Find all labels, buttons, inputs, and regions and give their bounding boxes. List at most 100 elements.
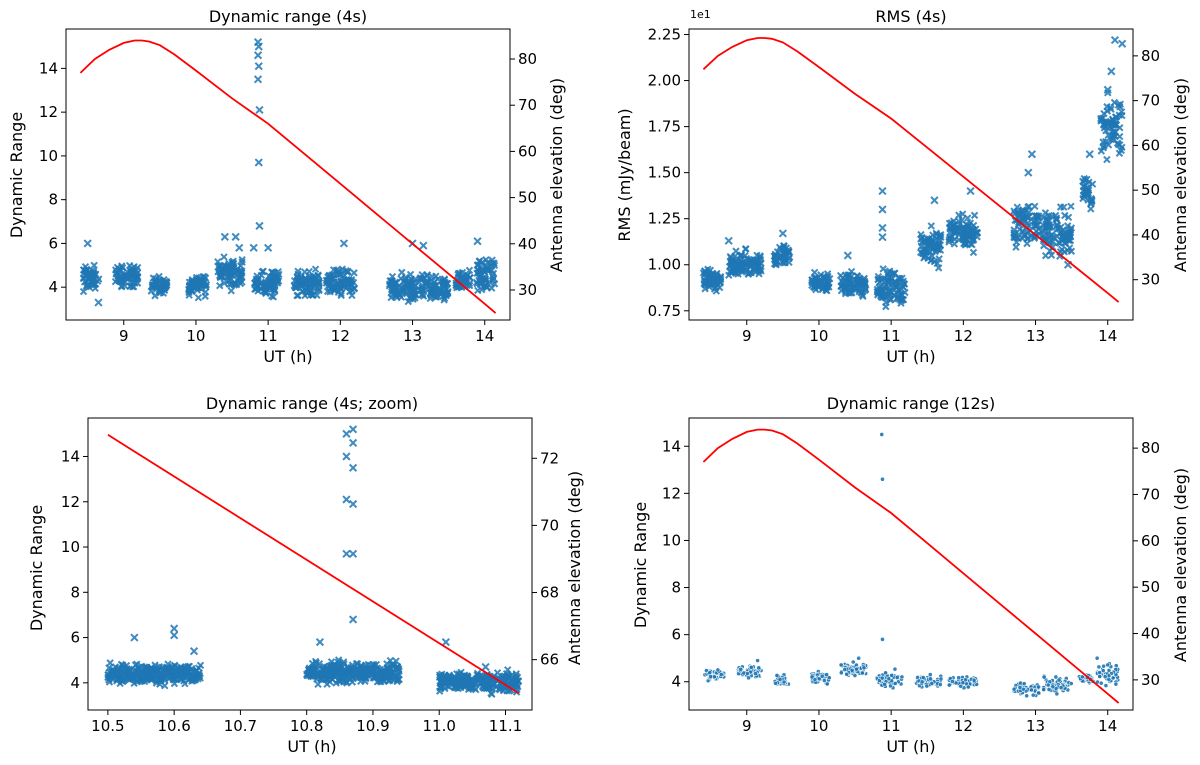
data-point [1030,692,1036,698]
data-point [878,186,887,196]
data-point [473,261,481,269]
x-tick-label: 13 [1026,327,1045,345]
x-tick-label: 11 [882,327,901,345]
data-point [917,230,925,239]
data-point [1018,207,1027,215]
data-point [772,261,780,269]
data-point [1101,663,1107,669]
data-point [1060,203,1068,211]
data-point [488,272,497,281]
x-tick-label: 9 [742,327,752,345]
data-point [950,679,955,684]
data-point [780,244,788,252]
data-point [343,279,352,287]
data-point [858,279,867,288]
x-tick-label: 14 [475,327,494,345]
data-point [935,239,943,247]
data-point [878,223,887,233]
data-point [392,657,400,665]
data-point [253,51,263,60]
data-point [348,463,358,472]
data-point [781,679,787,685]
y2-tick-label: 50 [518,189,537,207]
data-point [1018,234,1027,243]
data-point [701,285,709,293]
data-point [148,671,156,680]
data-point [418,283,426,292]
data-point [1109,136,1117,144]
data-point [303,670,311,678]
panel-4-plot: 9 10 11 12 13 14 4 6 8 10 12 14 30 40 50 60 70 80 [662,417,1160,735]
data-point [854,272,862,281]
data-point [718,672,724,677]
data-point [504,666,512,674]
data-point [1053,221,1061,230]
y2-tick-label: 72 [540,449,559,467]
data-point [348,438,358,448]
data-point [1103,683,1109,689]
data-point [710,285,719,293]
data-point [152,285,161,293]
data-point [1102,674,1108,680]
data-point [1117,108,1126,116]
data-point [751,265,759,273]
data-point [297,272,305,281]
data-point [348,291,356,300]
data-point [946,682,952,688]
data-point [170,624,179,633]
data-point [919,679,925,685]
x-tick-label: 10.5 [91,717,124,735]
data-point [746,675,751,681]
x-tick-label: 10.7 [224,717,257,735]
y2-tick-label: 68 [540,584,559,602]
data-point [843,251,852,260]
data-point [1110,675,1116,681]
data-point [360,671,369,680]
x-tick-label: 9 [119,327,129,345]
data-point [393,663,402,672]
data-point [729,263,738,271]
data-point [105,678,114,686]
data-point [810,268,819,277]
panel-1-plot: 9 10 11 12 13 14 4 6 8 10 12 14 30 40 50 60 70 80 [39,28,537,345]
data-point [971,677,977,683]
data-point [963,240,971,248]
data-point [348,615,358,624]
data-point [953,227,961,236]
data-point [495,685,503,693]
data-point [879,675,885,681]
data-point [753,671,758,677]
y2-tick-label: 40 [518,235,537,253]
y2-tick-label: 30 [1141,671,1160,689]
data-point [809,674,815,680]
data-point [225,259,233,268]
y-tick-label: 6 [48,234,58,252]
data-point [436,677,444,685]
panel-3-ylabel: Dynamic Range [27,505,46,631]
data-point [1116,132,1124,141]
data-point [1105,662,1111,668]
data-point [1025,208,1033,217]
data-point [352,659,361,668]
data-point [432,290,440,298]
data-point [1036,690,1042,696]
data-point [294,267,302,275]
data-point [238,255,246,264]
data-point [129,282,138,291]
panel-1-y2label: Antenna elevation (deg) [547,78,566,272]
data-point [255,105,264,115]
data-point [1112,121,1121,129]
data-point [392,288,401,296]
data-point [142,664,151,673]
data-point [165,674,174,682]
data-point [960,680,966,686]
data-point [487,689,495,697]
data-point [254,158,263,167]
x-tick-label: 12 [954,327,973,345]
data-point [970,211,979,220]
data-point [1029,687,1034,693]
data-point [1113,681,1119,687]
y-tick-label: 2.25 [648,26,681,44]
data-point [1050,684,1056,690]
data-point [1021,217,1029,226]
